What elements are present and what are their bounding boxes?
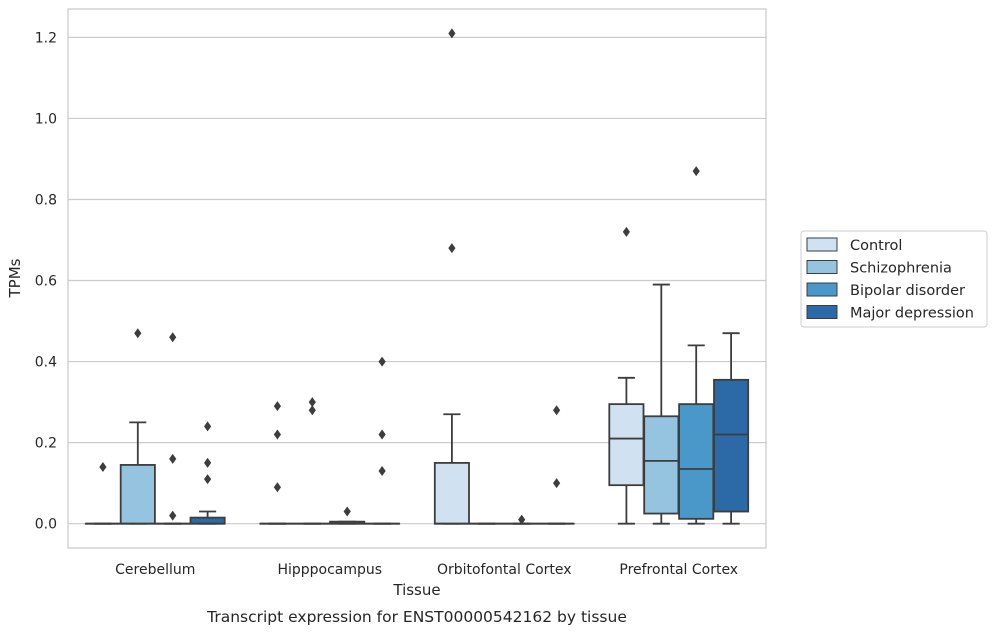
outlier-point: [169, 510, 177, 521]
box-group: [119, 328, 156, 525]
box: [643, 415, 680, 515]
box-group: [678, 166, 715, 525]
legend-item: Control: [806, 237, 902, 254]
y-tick-labels: 0.0 0.2 0.4 0.6 0.8 1.0 1.2: [35, 30, 57, 532]
y-tick-label: 1.2: [35, 30, 57, 46]
outlier-point: [448, 28, 456, 39]
outlier-point: [378, 429, 386, 440]
box-group: [503, 514, 540, 525]
box-group: [433, 28, 470, 525]
outlier-point: [134, 328, 142, 339]
legend: Control Schizophrenia Bipolar disorder Majo…: [800, 230, 988, 328]
y-tick-label: 1.0: [35, 111, 57, 127]
outlier-point: [343, 506, 351, 517]
outlier-point: [204, 421, 212, 432]
box: [678, 403, 715, 520]
box: [608, 403, 645, 487]
outlier-point: [692, 166, 700, 177]
outlier-point: [99, 461, 107, 472]
box-group: [538, 405, 575, 525]
legend-frame: [800, 230, 988, 328]
box-group: [608, 226, 645, 525]
box-group: [364, 356, 401, 525]
box-group: [154, 332, 191, 525]
outlier-point: [622, 226, 630, 237]
legend-item: Bipolar disorder: [806, 282, 965, 299]
box: [189, 516, 226, 525]
y-tick-label: 0.6: [35, 274, 57, 290]
box-group: [713, 332, 750, 525]
outlier-point: [448, 243, 456, 254]
boxes: [84, 28, 750, 525]
outlier-point: [378, 356, 386, 367]
outlier-point: [308, 405, 316, 416]
y-tick-label: 0.2: [35, 436, 57, 452]
y-tick-label: 0.8: [35, 192, 57, 208]
y-tick-label: 0.0: [35, 517, 57, 533]
y-axis-title: TPMs: [6, 258, 24, 298]
outlier-point: [518, 514, 526, 525]
box-group: [189, 421, 226, 525]
outlier-point: [204, 474, 212, 485]
outlier-point: [273, 429, 281, 440]
x-tick-label: Cerebellum: [115, 562, 195, 578]
legend-label: Schizophrenia: [850, 261, 952, 277]
box-group: [329, 506, 366, 525]
x-tick-label: Orbitofontal Cortex: [437, 562, 572, 578]
x-tick-labels: Cerebellum Hipppocampus Orbitofontal Corte…: [115, 562, 738, 578]
legend-label: Bipolar disorder: [850, 283, 965, 299]
chart-caption: Transcript expression for ENST0000054216…: [206, 608, 627, 626]
outlier-point: [273, 482, 281, 493]
box: [433, 461, 470, 525]
outlier-point: [553, 405, 561, 416]
legend-swatch: [806, 237, 838, 252]
legend-label: Major depression: [850, 306, 974, 322]
x-tick-label: Hipppocampus: [277, 562, 382, 578]
x-tick-label: Prefrontal Cortex: [619, 562, 738, 578]
outlier-point: [169, 453, 177, 464]
outlier-point: [273, 401, 281, 412]
box: [119, 464, 156, 525]
legend-item: Major depression: [806, 305, 974, 322]
legend-item: Schizophrenia: [806, 260, 952, 277]
legend-label: Control: [850, 238, 902, 254]
outlier-point: [378, 466, 386, 476]
legend-swatch: [806, 282, 838, 297]
plot-area-frame: [67, 8, 767, 549]
outlier-point: [308, 397, 316, 408]
outlier-point: [553, 478, 561, 489]
outlier-point: [204, 457, 212, 468]
box: [713, 378, 750, 513]
outlier-point: [169, 332, 177, 343]
box-group: [259, 401, 296, 525]
legend-swatch: [806, 260, 838, 274]
y-tick-label: 0.4: [35, 355, 57, 371]
legend-swatch: [806, 305, 838, 319]
x-axis-title: Tissue: [392, 581, 440, 599]
